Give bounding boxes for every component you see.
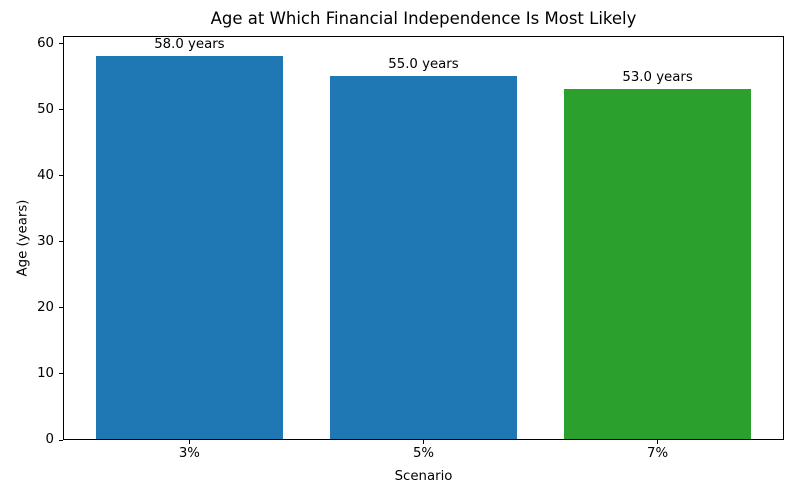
x-tick-label: 7%: [647, 446, 669, 461]
x-tick-label: 5%: [412, 446, 435, 461]
plot-area: 58.0 years 55.0 years 53.0 years: [63, 36, 784, 440]
bar-3%: [95, 56, 284, 439]
bar-7%: [563, 89, 752, 439]
x-tick-mark: [188, 440, 190, 444]
y-tick-mark: [59, 175, 63, 177]
y-tick-mark: [59, 109, 63, 111]
bar-value-label: 53.0 years: [622, 70, 693, 86]
y-tick-mark: [59, 241, 63, 243]
y-tick-label: 60: [37, 35, 54, 51]
y-tick-label: 10: [37, 365, 54, 381]
x-axis-label: Scenario: [394, 469, 453, 484]
y-tick-label: 20: [37, 299, 54, 315]
y-tick-mark: [59, 43, 63, 45]
bar-value-label: 58.0 years: [154, 37, 225, 53]
bar-5%: [329, 75, 518, 439]
x-tick-mark: [423, 440, 424, 444]
y-tick-mark: [59, 439, 63, 441]
y-tick-label: 50: [37, 101, 54, 117]
chart-title: Age at Which Financial Independence Is M…: [210, 9, 637, 28]
bar-value-label: 55.0 years: [388, 56, 459, 72]
y-tick-label: 40: [37, 167, 54, 183]
x-tick-mark: [657, 440, 659, 444]
y-tick-mark: [59, 373, 63, 375]
x-tick-label: 3%: [178, 446, 200, 461]
y-tick-mark: [59, 307, 63, 309]
y-tick-label: 0: [45, 432, 54, 447]
y-tick-label: 30: [37, 233, 54, 249]
